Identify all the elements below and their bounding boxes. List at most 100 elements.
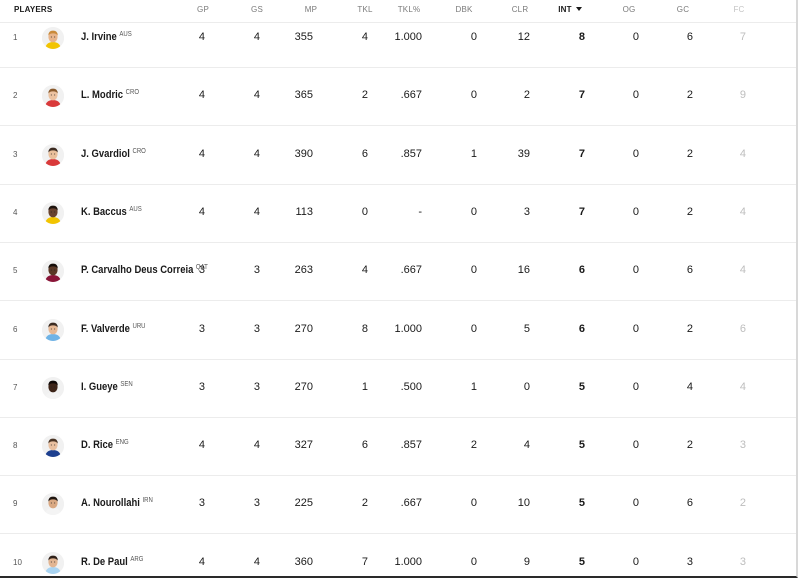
header-gs-label: GS xyxy=(251,5,263,14)
cell-int: 7 xyxy=(578,205,585,218)
cell-dbk: 0 xyxy=(470,555,477,568)
cell-dbk: 0 xyxy=(470,497,477,510)
cell-clr: 3 xyxy=(523,205,530,218)
player-name-link[interactable]: I. Gueye SEN xyxy=(81,381,133,393)
cell-og: 0 xyxy=(632,31,639,43)
player-name: D. Rice xyxy=(81,439,114,452)
cell-tkl: 8 xyxy=(361,322,368,335)
cell-tklpct: .667 xyxy=(400,89,422,102)
cell-gc: 6 xyxy=(686,31,693,43)
player-avatar[interactable] xyxy=(42,85,64,108)
player-name-link[interactable]: J. Irvine AUS xyxy=(81,31,132,43)
header-tklpct[interactable]: TKL% xyxy=(389,5,429,14)
table-row[interactable]: 2 L. Modric CRO 4 4 365 2 .667 0 2 7 0 2 9 xyxy=(0,67,796,127)
cell-clr: 12 xyxy=(517,31,530,43)
cell-gs: 3 xyxy=(253,380,260,393)
player-name-link[interactable]: J. Gvardiol CRO xyxy=(81,148,146,160)
cell-dbk: 0 xyxy=(470,205,477,218)
header-gs[interactable]: GS xyxy=(237,5,277,14)
cell-gs: 4 xyxy=(253,439,260,452)
header-gp[interactable]: GP xyxy=(183,5,223,14)
header-og[interactable]: OG xyxy=(609,5,649,14)
player-name-link[interactable]: D. Rice ENG xyxy=(81,439,129,451)
player-avatar[interactable] xyxy=(42,376,64,399)
player-avatar[interactable] xyxy=(42,143,64,166)
player-avatar[interactable] xyxy=(42,551,64,574)
player-avatar[interactable] xyxy=(42,435,64,458)
header-gc-label: GC xyxy=(676,5,690,14)
cell-gs: 4 xyxy=(253,555,260,568)
player-avatar[interactable] xyxy=(42,260,64,283)
cell-og: 0 xyxy=(632,147,639,160)
player-avatar[interactable] xyxy=(42,201,64,224)
cell-mp: 355 xyxy=(294,31,313,43)
cell-gp: 4 xyxy=(198,205,205,218)
cell-tkl: 0 xyxy=(361,205,368,218)
header-tkl[interactable]: TKL xyxy=(345,5,385,14)
rank-number: 8 xyxy=(13,441,18,451)
header-mp-label: MP xyxy=(304,5,318,14)
table-row[interactable]: 3 J. Gvardiol CRO 4 4 390 6 .857 1 39 7 0 2 4 xyxy=(0,126,796,185)
cell-gc: 6 xyxy=(686,264,693,277)
table-row[interactable]: 10 R. De Paul ARG 4 4 360 7 1.000 0 9 5 0 3 3 xyxy=(0,534,796,576)
player-name-link[interactable]: A. Nourollahi IRN xyxy=(81,497,153,509)
header-gc[interactable]: GC xyxy=(663,5,703,14)
player-name-link[interactable]: R. De Paul ARG xyxy=(81,556,143,568)
header-fc[interactable]: FC xyxy=(719,5,759,14)
table-row[interactable]: 5 P. Carvalho Deus Correia QAT 3 3 263 4.667 0 1… xyxy=(0,242,796,302)
player-name: A. Nourollahi xyxy=(81,497,140,510)
cell-tklpct: .857 xyxy=(400,439,422,452)
cell-gp: 3 xyxy=(198,380,205,393)
cell-int: 5 xyxy=(578,555,585,568)
player-name-link[interactable]: L. Modric CRO xyxy=(81,89,139,101)
cell-og: 0 xyxy=(632,439,639,452)
table-row[interactable]: 6 F. Valverde URU 3 3 270 8 1.000 0 5 6 0 2 6 xyxy=(0,301,796,360)
cell-fc: 4 xyxy=(739,205,746,218)
cell-og: 0 xyxy=(632,555,639,568)
cell-og: 0 xyxy=(632,264,639,277)
table-row[interactable]: 1 J. Irvine AUS 4 4 355 4 1.000 0 12 8 0 6 7 xyxy=(0,9,796,68)
cell-fc: 3 xyxy=(739,555,746,568)
table-row[interactable]: 7 I. Gueye SEN 3 3 270 1.500 1 0 5 0 4 4 xyxy=(0,359,796,418)
header-int[interactable]: INT xyxy=(550,5,590,14)
rank-number: 4 xyxy=(13,207,18,217)
cell-gp: 4 xyxy=(198,89,205,102)
player-avatar[interactable] xyxy=(42,318,64,341)
player-name: F. Valverde xyxy=(81,322,130,335)
header-players[interactable]: PLAYERS xyxy=(14,5,52,14)
header-mp[interactable]: MP xyxy=(291,5,331,14)
player-avatar[interactable] xyxy=(42,27,64,49)
cell-fc: 6 xyxy=(739,322,746,335)
cell-fc: 4 xyxy=(739,264,746,277)
player-name-link[interactable]: F. Valverde URU xyxy=(81,323,146,335)
table-row[interactable]: 8 D. Rice ENG 4 4 327 6 .857 2 4 5 0 2 3 xyxy=(0,417,796,477)
player-nation: CRO xyxy=(132,147,146,155)
cell-tkl: 7 xyxy=(361,555,368,568)
player-name-link[interactable]: K. Baccus AUS xyxy=(81,206,142,218)
player-nation: QAT xyxy=(195,264,208,272)
cell-og: 0 xyxy=(632,497,639,510)
player-nation: IRN xyxy=(142,497,153,505)
cell-tkl: 2 xyxy=(361,89,368,102)
header-clr[interactable]: CLR xyxy=(500,5,540,14)
cell-gp: 4 xyxy=(198,555,205,568)
cell-gs: 4 xyxy=(253,205,260,218)
cell-dbk: 0 xyxy=(470,89,477,102)
table-row[interactable]: 9 A. Nourollahi IRN 3 3 225 2 .667 0 10 5 0 6 2 xyxy=(0,475,796,535)
player-avatar[interactable] xyxy=(42,493,64,516)
cell-fc: 4 xyxy=(739,380,746,393)
header-dbk[interactable]: DBK xyxy=(444,5,484,14)
cell-clr: 10 xyxy=(517,497,530,510)
cell-tkl: 2 xyxy=(361,497,368,510)
sort-descending-icon xyxy=(575,7,582,11)
table-header: PLAYERS GP GS MP TKL TKL% DBK CLR INT OG GC FC xyxy=(0,0,796,23)
cell-tkl: 1 xyxy=(361,380,368,393)
player-name-link[interactable]: P. Carvalho Deus Correia QAT xyxy=(81,264,208,276)
table-row[interactable]: 4 K. Baccus AUS 4 4 113 0 - 0 3 7 0 2 4 xyxy=(0,184,796,243)
cell-tklpct: 1.000 xyxy=(394,555,422,568)
header-og-label: OG xyxy=(622,5,636,14)
cell-tklpct: 1.000 xyxy=(394,31,422,43)
cell-int: 7 xyxy=(578,147,585,160)
cell-int: 5 xyxy=(578,497,585,510)
